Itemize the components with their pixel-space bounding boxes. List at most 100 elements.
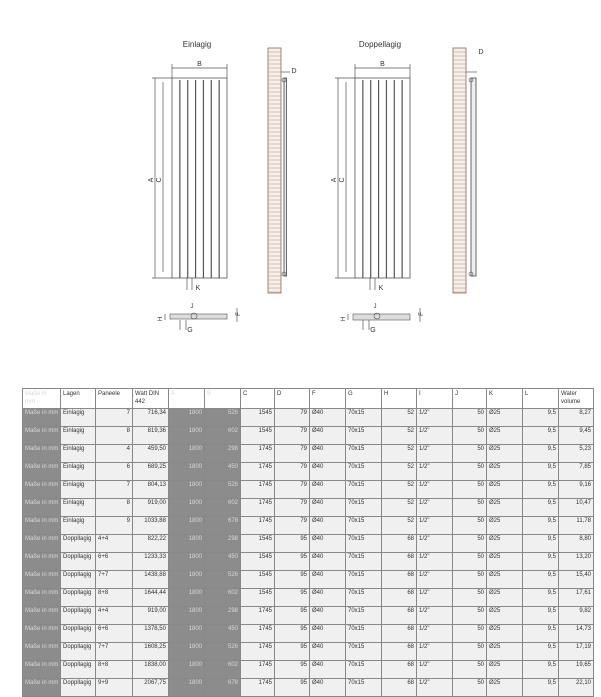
table-cell: 9,5: [522, 498, 559, 517]
table-cell: 1438,88: [132, 570, 169, 589]
table-row: Maße in mm Doppllagig 7+7 1438,88 1800 526 154…: [22, 570, 594, 589]
table-cell: 15,40: [558, 570, 594, 589]
table-cell: 4+4: [95, 534, 133, 553]
table-cell: 95: [274, 660, 310, 679]
table-cell: 1800: [168, 660, 205, 679]
dimension-label-f: F: [236, 312, 242, 316]
table-cell: Doppllagig: [60, 606, 96, 625]
table-cell: Ø40: [309, 408, 346, 427]
table-cell: Einlagig: [60, 498, 96, 517]
table-cell: 1800: [168, 408, 205, 427]
table-cell: 9,82: [558, 606, 594, 625]
table-cell: 1800: [168, 480, 205, 499]
table-row: Maße in mm Einlagig 8 919,00 1800 602 1745 79 Ø4…: [22, 498, 594, 517]
table-cell: Maße in mm: [22, 588, 61, 607]
table-cell: 1800: [168, 606, 205, 625]
table-cell: Ø40: [309, 660, 346, 679]
table-cell: Einlagig: [60, 444, 96, 463]
table-row: Maße in mm Doppllagig 7+7 1608,25 1800 526 174…: [22, 642, 594, 661]
table-cell: 1/2": [416, 660, 453, 679]
section-view: [352, 313, 411, 321]
table-cell: 602: [204, 426, 241, 445]
radiator-front-outline: [171, 77, 228, 279]
table-row: Maße in mm Einlagig 4 459,50 1800 298 1745 79 Ø4…: [22, 444, 594, 463]
pipe-connection-icon: [373, 312, 381, 320]
column-header: J: [452, 388, 487, 409]
table-cell: 1745: [240, 480, 275, 499]
wall-brick-pattern: [267, 47, 282, 294]
table-cell: 9,5: [522, 678, 559, 697]
table-cell: 6: [95, 462, 133, 481]
table-cell: 450: [204, 462, 241, 481]
table-cell: 1800: [168, 570, 205, 589]
table-cell: 68: [381, 624, 417, 643]
table-cell: 17,19: [558, 642, 594, 661]
column-header: H: [381, 388, 417, 409]
table-cell: 7,85: [558, 462, 594, 481]
table-cell: 1545: [240, 552, 275, 571]
radiator-side-profile: [283, 77, 287, 277]
table-cell: Ø40: [309, 462, 346, 481]
table-cell: Ø40: [309, 534, 346, 553]
table-row: Maße in mm Doppllagig 6+6 1233,33 1800 450 154…: [22, 552, 594, 571]
table-cell: 50: [452, 642, 487, 661]
table-cell: Maße in mm: [22, 480, 61, 499]
table-cell: 52: [381, 480, 417, 499]
table-cell: 1/2": [416, 516, 453, 535]
dimension-label-c: C: [339, 177, 346, 182]
table-cell: 79: [274, 516, 310, 535]
column-header: Lagen: [60, 388, 96, 409]
table-cell: Ø25: [486, 570, 523, 589]
table-cell: 678: [204, 678, 241, 697]
table-cell: 1644,44: [132, 588, 169, 607]
table-cell: 8+8: [95, 660, 133, 679]
dimension-label-k: K: [196, 285, 201, 292]
dimension-label-b: B: [380, 61, 385, 68]
table-cell: Doppllagig: [60, 588, 96, 607]
table-cell: 70x15: [345, 516, 382, 535]
table-cell: 79: [274, 498, 310, 517]
table-cell: Einlagig: [60, 426, 96, 445]
table-cell: Maße in mm: [22, 408, 61, 427]
table-cell: 1545: [240, 534, 275, 553]
table-cell: Maße in mm: [22, 552, 61, 571]
table-cell: 9,16: [558, 480, 594, 499]
table-cell: 52: [381, 426, 417, 445]
table-cell: 1/2": [416, 570, 453, 589]
column-header: Water volume: [558, 388, 594, 409]
view-title: Einlagig: [183, 40, 211, 49]
table-cell: 7: [95, 408, 133, 427]
table-cell: 9,5: [522, 552, 559, 571]
table-cell: 50: [452, 498, 487, 517]
column-header: A: [168, 388, 205, 409]
table-cell: 526: [204, 570, 241, 589]
table-cell: 1800: [168, 462, 205, 481]
table-cell: Maße in mm: [22, 534, 61, 553]
table-cell: Ø40: [309, 606, 346, 625]
table-cell: Ø40: [309, 624, 346, 643]
table-cell: 8: [95, 498, 133, 517]
table-cell: Einlagig: [60, 480, 96, 499]
table-cell: 68: [381, 678, 417, 697]
table-cell: 19,65: [558, 660, 594, 679]
table-cell: 8: [95, 426, 133, 445]
view-title: Doppellagig: [359, 40, 401, 49]
table-cell: 95: [274, 606, 310, 625]
table-cell: Maße in mm: [22, 624, 61, 643]
table-cell: Ø40: [309, 588, 346, 607]
table-cell: Ø25: [486, 606, 523, 625]
table-cell: 68: [381, 606, 417, 625]
table-cell: 1/2": [416, 462, 453, 481]
table-cell: 1608,25: [132, 642, 169, 661]
table-cell: Maße in mm: [22, 426, 61, 445]
table-cell: 50: [452, 552, 487, 571]
table-cell: Ø25: [486, 660, 523, 679]
table-cell: Ø25: [486, 426, 523, 445]
table-cell: Einlagig: [60, 462, 96, 481]
table-cell: 1545: [240, 570, 275, 589]
table-cell: Ø40: [309, 678, 346, 697]
dimension-table: Maße in mm Lagen Paneele Watt DIN 442 A B C D F G…: [22, 388, 594, 697]
table-cell: 70x15: [345, 642, 382, 661]
table-cell: 79: [274, 462, 310, 481]
table-cell: 2067,75: [132, 678, 169, 697]
